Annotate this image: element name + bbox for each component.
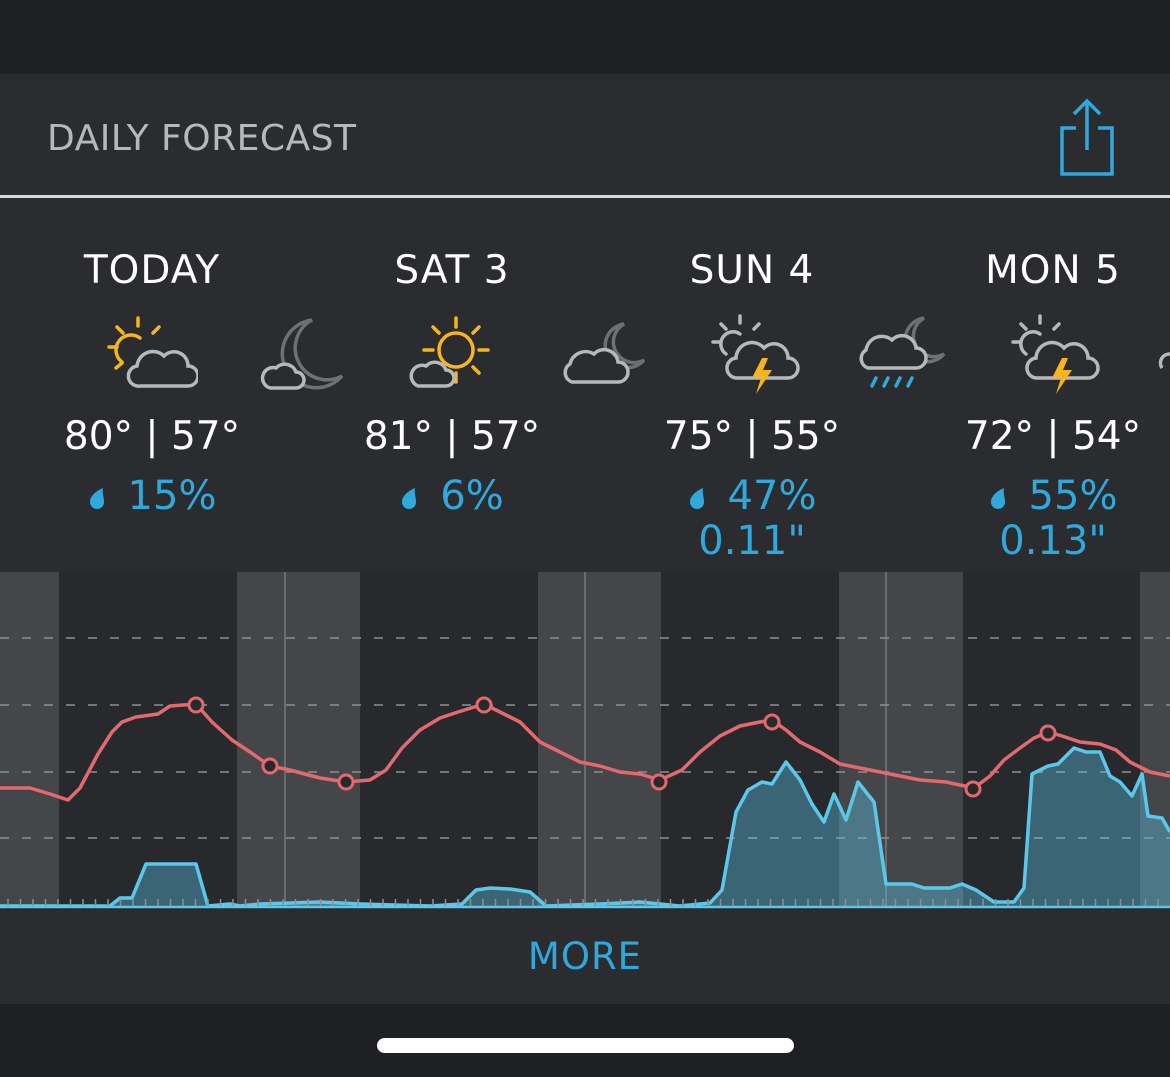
- share-icon[interactable]: [1056, 98, 1120, 178]
- precip-line: [0, 746, 1170, 908]
- precip-amount: 0.11": [698, 518, 806, 564]
- night-shading: [0, 572, 1170, 907]
- partly-sunny-icon: [409, 316, 490, 388]
- day-temps: 81° | 57°: [363, 414, 541, 459]
- page-title: DAILY FORECAST: [47, 118, 357, 159]
- temperature-line: [0, 702, 1170, 802]
- precip-chance-value: 55%: [1028, 473, 1118, 519]
- grid-lines: [0, 637, 1170, 839]
- forecast-header: DAILY FORECAST: [0, 74, 1170, 198]
- high-temp: 75°: [663, 414, 734, 459]
- low-temp: 54°: [1071, 414, 1142, 459]
- day-temps: 72° | 54°: [964, 414, 1142, 459]
- precip-amount: 0.13": [999, 518, 1107, 564]
- day-label: MON 5: [985, 248, 1121, 293]
- day-columns: TODAY 80° | 57° 15% SAT 3: [0, 198, 1170, 573]
- day-label: TODAY: [83, 248, 221, 293]
- partly-sunny-icon: [107, 316, 198, 388]
- status-bar-area: [0, 0, 1170, 74]
- raindrop-icon: [89, 488, 104, 509]
- precip-chance-value: 6%: [440, 473, 504, 519]
- high-temp: 81°: [363, 414, 434, 459]
- thunderstorm-icon: [711, 314, 800, 394]
- low-temp: 57°: [170, 414, 241, 459]
- precip-chance: 6%: [302, 473, 602, 519]
- high-temp: 72°: [964, 414, 1035, 459]
- hour-ticks: [7, 899, 1159, 906]
- rainy-night-icon: [859, 316, 946, 388]
- more-button[interactable]: MORE: [527, 935, 643, 978]
- day-label: SUN 4: [689, 248, 815, 293]
- precip-chance-value: 15%: [127, 473, 217, 519]
- low-temp: 57°: [470, 414, 541, 459]
- thunderstorm-icon: [1011, 314, 1100, 394]
- raindrop-icon: [990, 488, 1005, 509]
- precip-chance: 55%: [903, 473, 1170, 519]
- home-indicator[interactable]: [377, 1038, 794, 1053]
- temperature-markers: [187, 696, 1057, 798]
- precip-chance-value: 47%: [727, 473, 817, 519]
- high-temp: 80°: [63, 414, 134, 459]
- day-label: SAT 3: [394, 248, 510, 293]
- cloudy-night-icon: [260, 318, 344, 390]
- daily-forecast-card: DAILY FORECAST TODAY: [0, 74, 1170, 1004]
- precip-area: [0, 748, 1170, 906]
- low-temp: 55°: [770, 414, 841, 459]
- precip-chance: 47%: [602, 473, 902, 519]
- raindrop-icon: [689, 488, 704, 509]
- day-temps: 80° | 57°: [63, 414, 241, 459]
- partly-cloudy-night-icon: [563, 322, 646, 384]
- raindrop-icon: [402, 488, 417, 509]
- weather-icon-partial: [1158, 352, 1170, 369]
- precip-chance: 15%: [2, 473, 302, 519]
- hourly-forecast-chart[interactable]: [0, 572, 1170, 910]
- day-temps: 75° | 55°: [663, 414, 841, 459]
- day-dividers: [284, 572, 887, 907]
